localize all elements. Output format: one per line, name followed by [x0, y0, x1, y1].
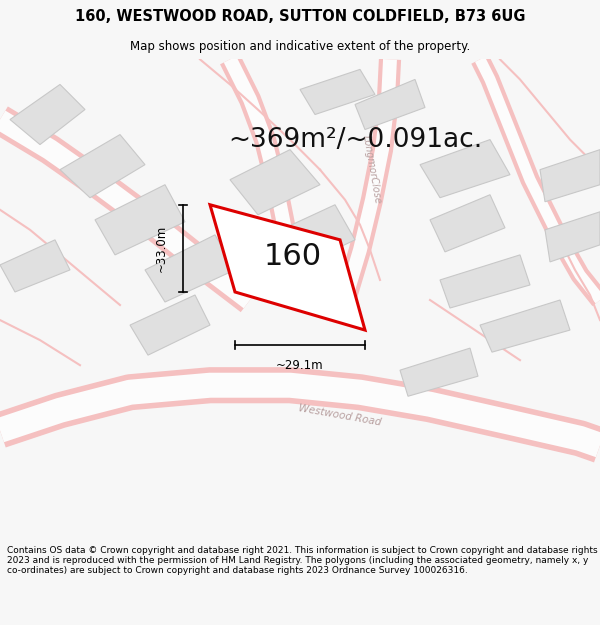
Polygon shape [300, 69, 375, 114]
Text: Contains OS data © Crown copyright and database right 2021. This information is : Contains OS data © Crown copyright and d… [7, 546, 598, 576]
Polygon shape [60, 134, 145, 198]
Polygon shape [230, 149, 320, 215]
Polygon shape [480, 300, 570, 352]
Polygon shape [0, 240, 70, 292]
Polygon shape [545, 212, 600, 262]
Text: 160: 160 [263, 242, 322, 271]
Polygon shape [145, 235, 235, 302]
Polygon shape [400, 348, 478, 396]
Text: ~29.1m: ~29.1m [276, 359, 324, 372]
Polygon shape [430, 195, 505, 252]
Text: ~33.0m: ~33.0m [155, 225, 167, 272]
Polygon shape [95, 185, 185, 255]
Polygon shape [355, 79, 425, 129]
Polygon shape [420, 139, 510, 198]
Polygon shape [540, 149, 600, 202]
Polygon shape [210, 205, 365, 330]
Text: Westwood Road: Westwood Road [298, 403, 382, 428]
Polygon shape [130, 295, 210, 355]
Text: Map shows position and indicative extent of the property.: Map shows position and indicative extent… [130, 40, 470, 52]
Text: ~369m²/~0.091ac.: ~369m²/~0.091ac. [228, 127, 482, 152]
Polygon shape [270, 205, 355, 270]
Text: 160, WESTWOOD ROAD, SUTTON COLDFIELD, B73 6UG: 160, WESTWOOD ROAD, SUTTON COLDFIELD, B7… [75, 9, 525, 24]
Polygon shape [440, 255, 530, 308]
Text: LongmorClose: LongmorClose [361, 134, 383, 205]
Polygon shape [10, 84, 85, 144]
